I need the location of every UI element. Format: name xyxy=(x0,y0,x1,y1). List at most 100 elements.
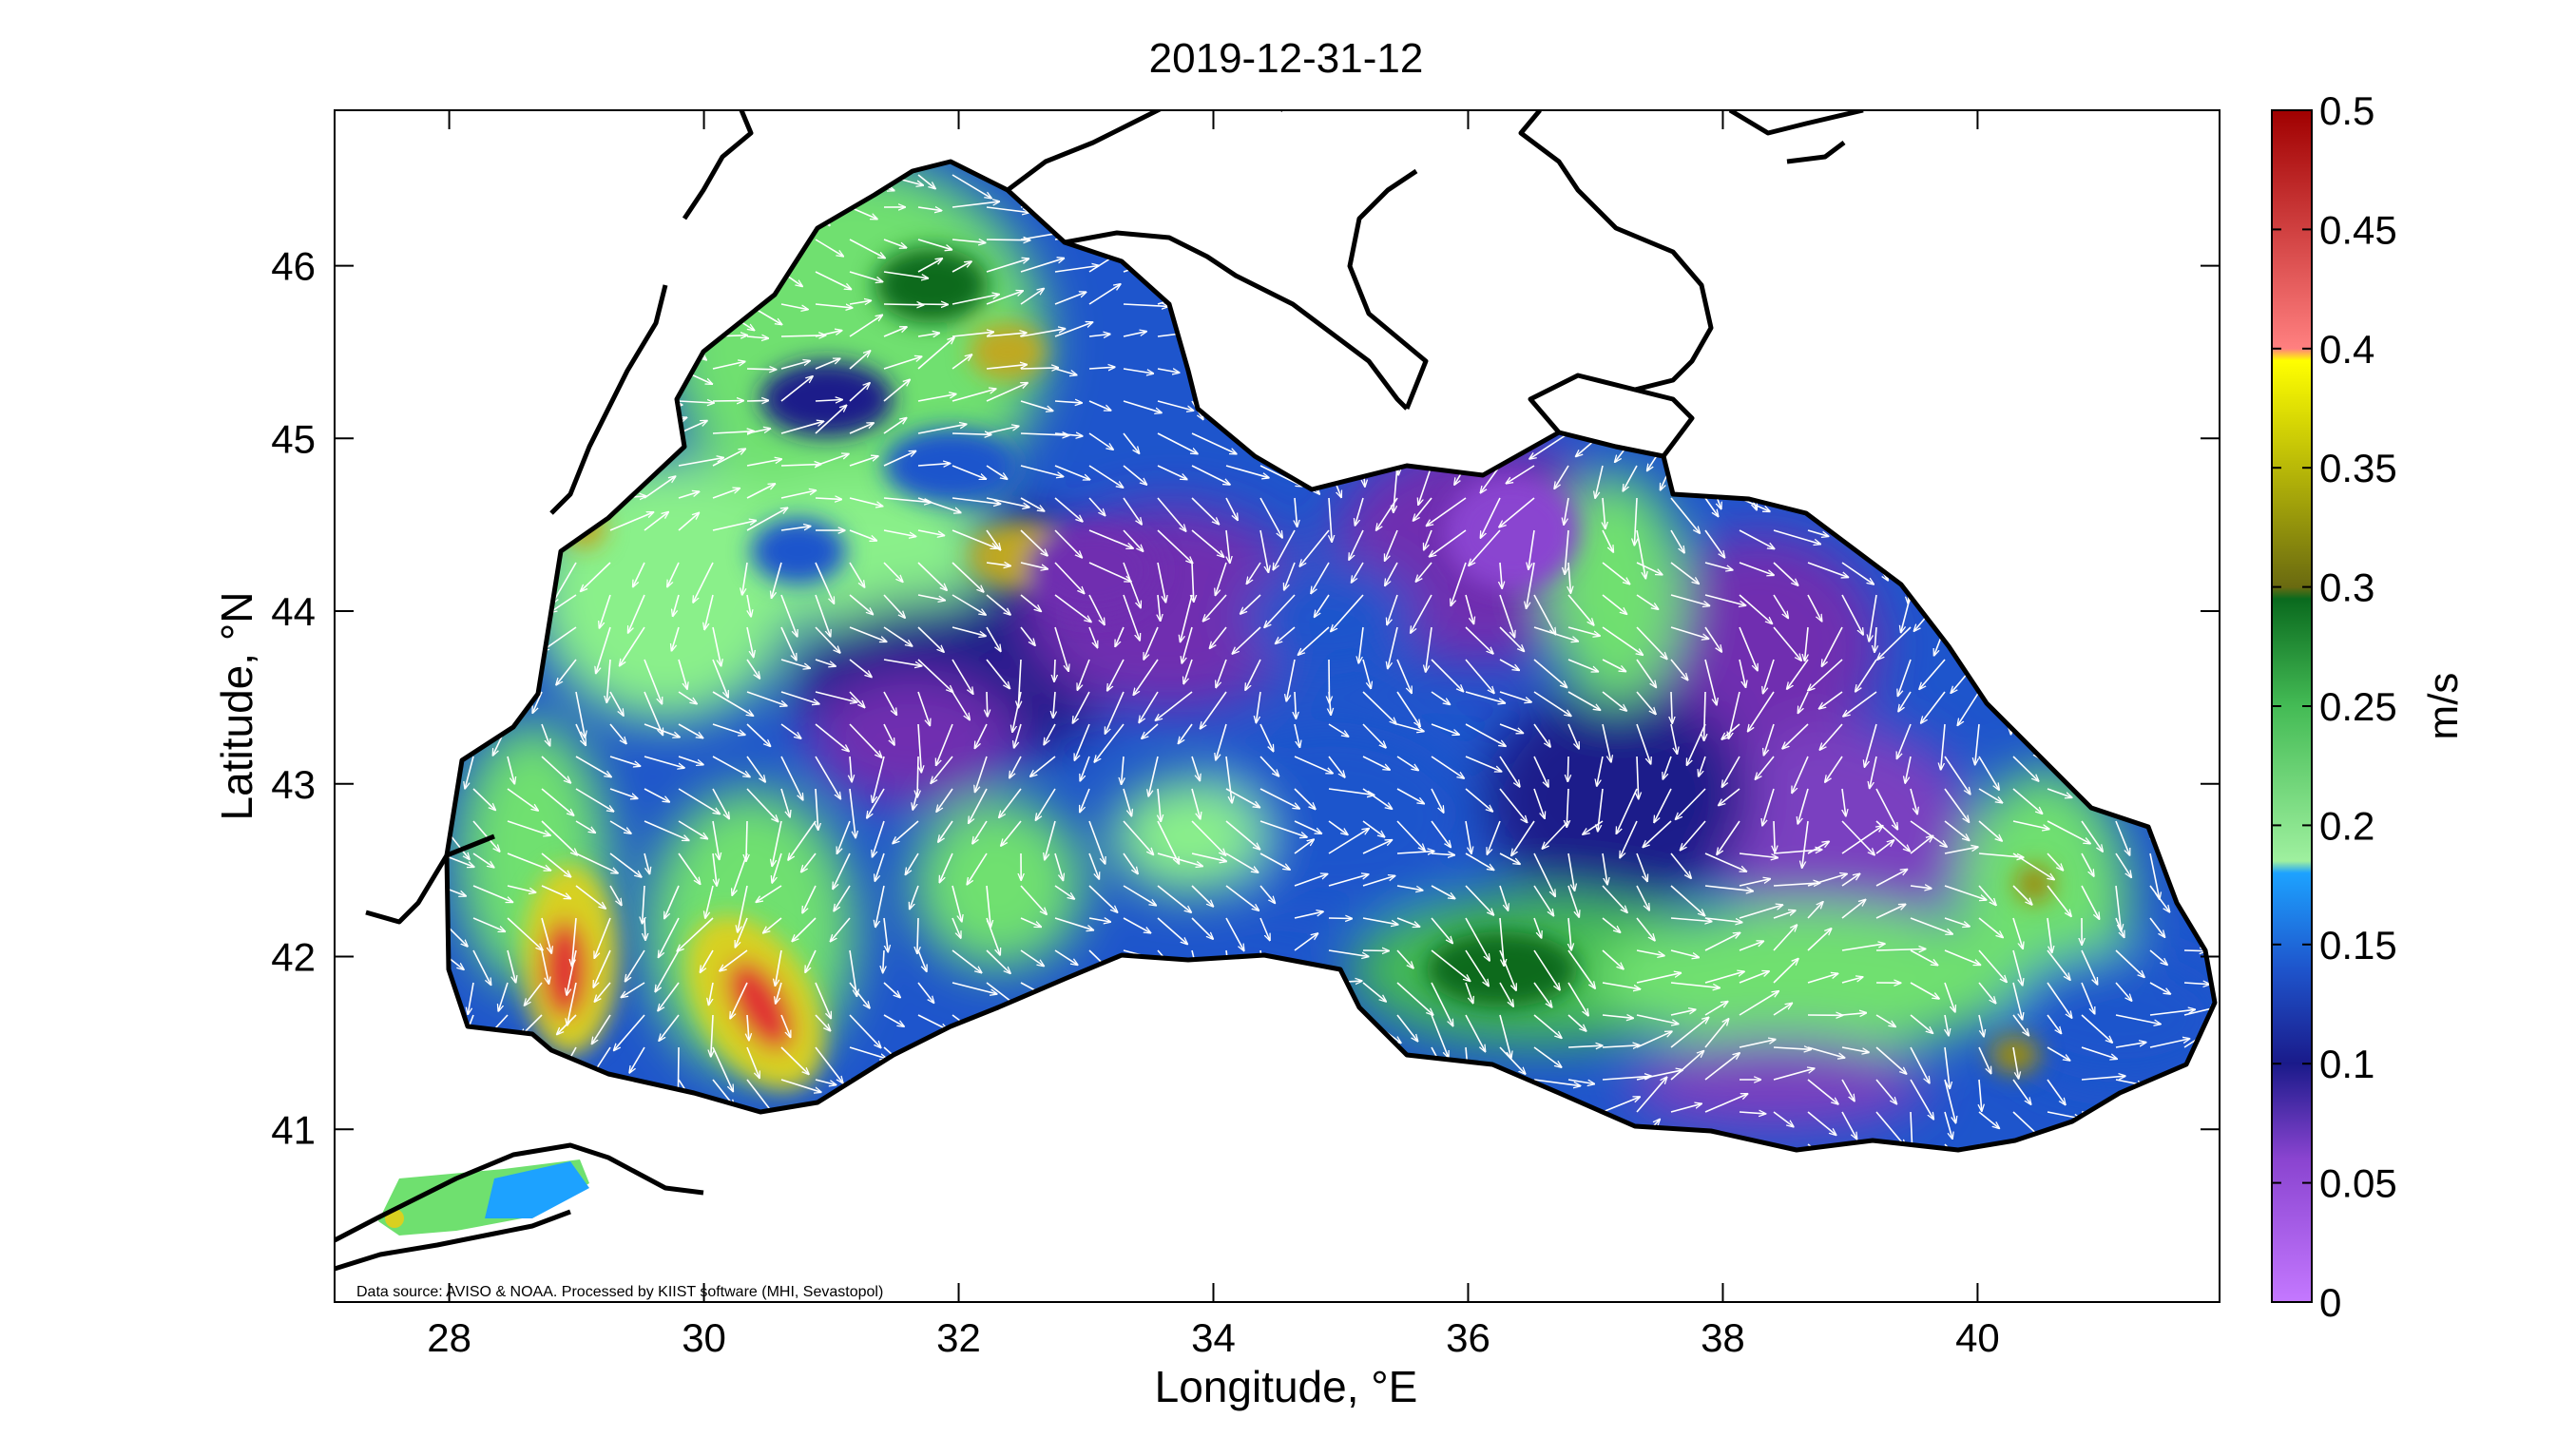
current-vector xyxy=(2219,304,2252,341)
colorbar-tick-label: 0.45 xyxy=(2319,207,2397,252)
current-vector xyxy=(917,424,967,434)
current-vector xyxy=(1088,400,1111,411)
current-vector xyxy=(1431,788,1444,813)
current-vector xyxy=(1910,917,1952,934)
current-vector xyxy=(1123,820,1153,854)
current-vector xyxy=(1362,950,1389,951)
colorbar-label: m/s xyxy=(2420,673,2467,740)
current-vector xyxy=(1225,820,1259,850)
current-vector xyxy=(1073,691,1090,723)
current-vector xyxy=(1841,944,1885,951)
current-vector xyxy=(849,788,856,838)
current-vector xyxy=(1465,917,1490,961)
current-vector xyxy=(1157,400,1194,411)
current-vector xyxy=(1396,723,1424,732)
current-vector xyxy=(746,429,770,434)
current-vector xyxy=(849,691,865,707)
current-vector xyxy=(1465,820,1471,853)
current-vector xyxy=(1739,529,1775,548)
current-vector xyxy=(1396,788,1424,804)
current-vector xyxy=(952,885,962,922)
current-vector xyxy=(917,259,942,273)
current-vector xyxy=(1897,723,1912,758)
current-vector xyxy=(1431,691,1450,704)
current-vector xyxy=(1088,562,1131,582)
current-vector xyxy=(2219,853,2250,886)
current-vector xyxy=(594,917,611,958)
current-vector xyxy=(986,949,1010,973)
current-vector xyxy=(1191,529,1224,557)
current-vector xyxy=(1362,820,1385,837)
current-vector xyxy=(1704,529,1724,558)
current-vector xyxy=(678,853,701,884)
current-vector xyxy=(1387,594,1398,624)
current-vector xyxy=(1875,870,1908,887)
current-vector xyxy=(986,659,1009,689)
current-vector xyxy=(1841,900,1866,919)
current-vector xyxy=(1053,691,1055,718)
current-vector xyxy=(1088,594,1105,624)
current-vector xyxy=(913,788,919,810)
current-vector xyxy=(1875,905,1906,919)
current-vector xyxy=(1295,691,1296,718)
current-vector xyxy=(849,562,865,587)
current-vector xyxy=(1583,820,1604,834)
current-vector xyxy=(831,917,851,942)
current-vector xyxy=(1123,497,1142,525)
current-vector xyxy=(2115,917,2124,937)
current-vector xyxy=(1413,497,1432,521)
current-vector xyxy=(1739,905,1782,919)
current-vector xyxy=(1123,304,1168,306)
x-tick-label: 38 xyxy=(1701,1315,1745,1360)
current-vector xyxy=(1358,626,1364,663)
current-vector xyxy=(1020,949,1044,967)
current-vector xyxy=(609,691,624,716)
current-vector xyxy=(1499,497,1535,527)
current-vector xyxy=(1123,853,1138,873)
current-vector xyxy=(472,917,505,931)
current-vector xyxy=(557,1014,577,1034)
current-vector xyxy=(673,594,680,616)
current-vector xyxy=(2219,886,2236,903)
current-vector xyxy=(1567,788,1568,827)
current-vector xyxy=(815,1014,831,1031)
current-vector xyxy=(1602,917,1621,932)
current-vector xyxy=(986,563,1010,565)
current-vector xyxy=(1567,756,1568,781)
current-vector xyxy=(931,756,953,783)
current-vector xyxy=(1396,691,1420,726)
current-vector xyxy=(1602,853,1607,885)
current-vector xyxy=(1773,959,1798,984)
current-vector xyxy=(815,400,842,402)
current-vector xyxy=(2219,945,2263,950)
current-vector xyxy=(1721,723,1740,739)
current-vector xyxy=(712,489,740,499)
current-vector xyxy=(1500,562,1502,588)
current-vector xyxy=(1020,289,1044,305)
current-vector xyxy=(1499,594,1514,638)
current-vector xyxy=(447,949,464,969)
current-vector xyxy=(1533,594,1556,635)
current-vector xyxy=(712,361,745,370)
current-vector xyxy=(849,300,871,304)
current-vector xyxy=(2081,853,2094,876)
current-vector xyxy=(780,527,811,531)
current-vector xyxy=(1807,973,1838,984)
current-vector xyxy=(2047,885,2071,916)
current-vector xyxy=(746,626,754,658)
current-vector xyxy=(596,626,611,674)
current-vector xyxy=(672,626,680,651)
current-vector xyxy=(849,497,883,507)
current-vector xyxy=(772,820,782,866)
current-vector xyxy=(1431,820,1451,848)
current-vector xyxy=(2115,885,2121,931)
current-vector xyxy=(999,788,1022,817)
current-vector xyxy=(986,917,1000,955)
current-vector xyxy=(1088,918,1110,922)
current-vector xyxy=(1225,788,1259,808)
current-vector xyxy=(780,594,798,637)
current-vector xyxy=(883,562,903,582)
current-vector xyxy=(1567,626,1600,636)
current-vector xyxy=(1807,841,1829,854)
current-vector xyxy=(575,885,606,909)
